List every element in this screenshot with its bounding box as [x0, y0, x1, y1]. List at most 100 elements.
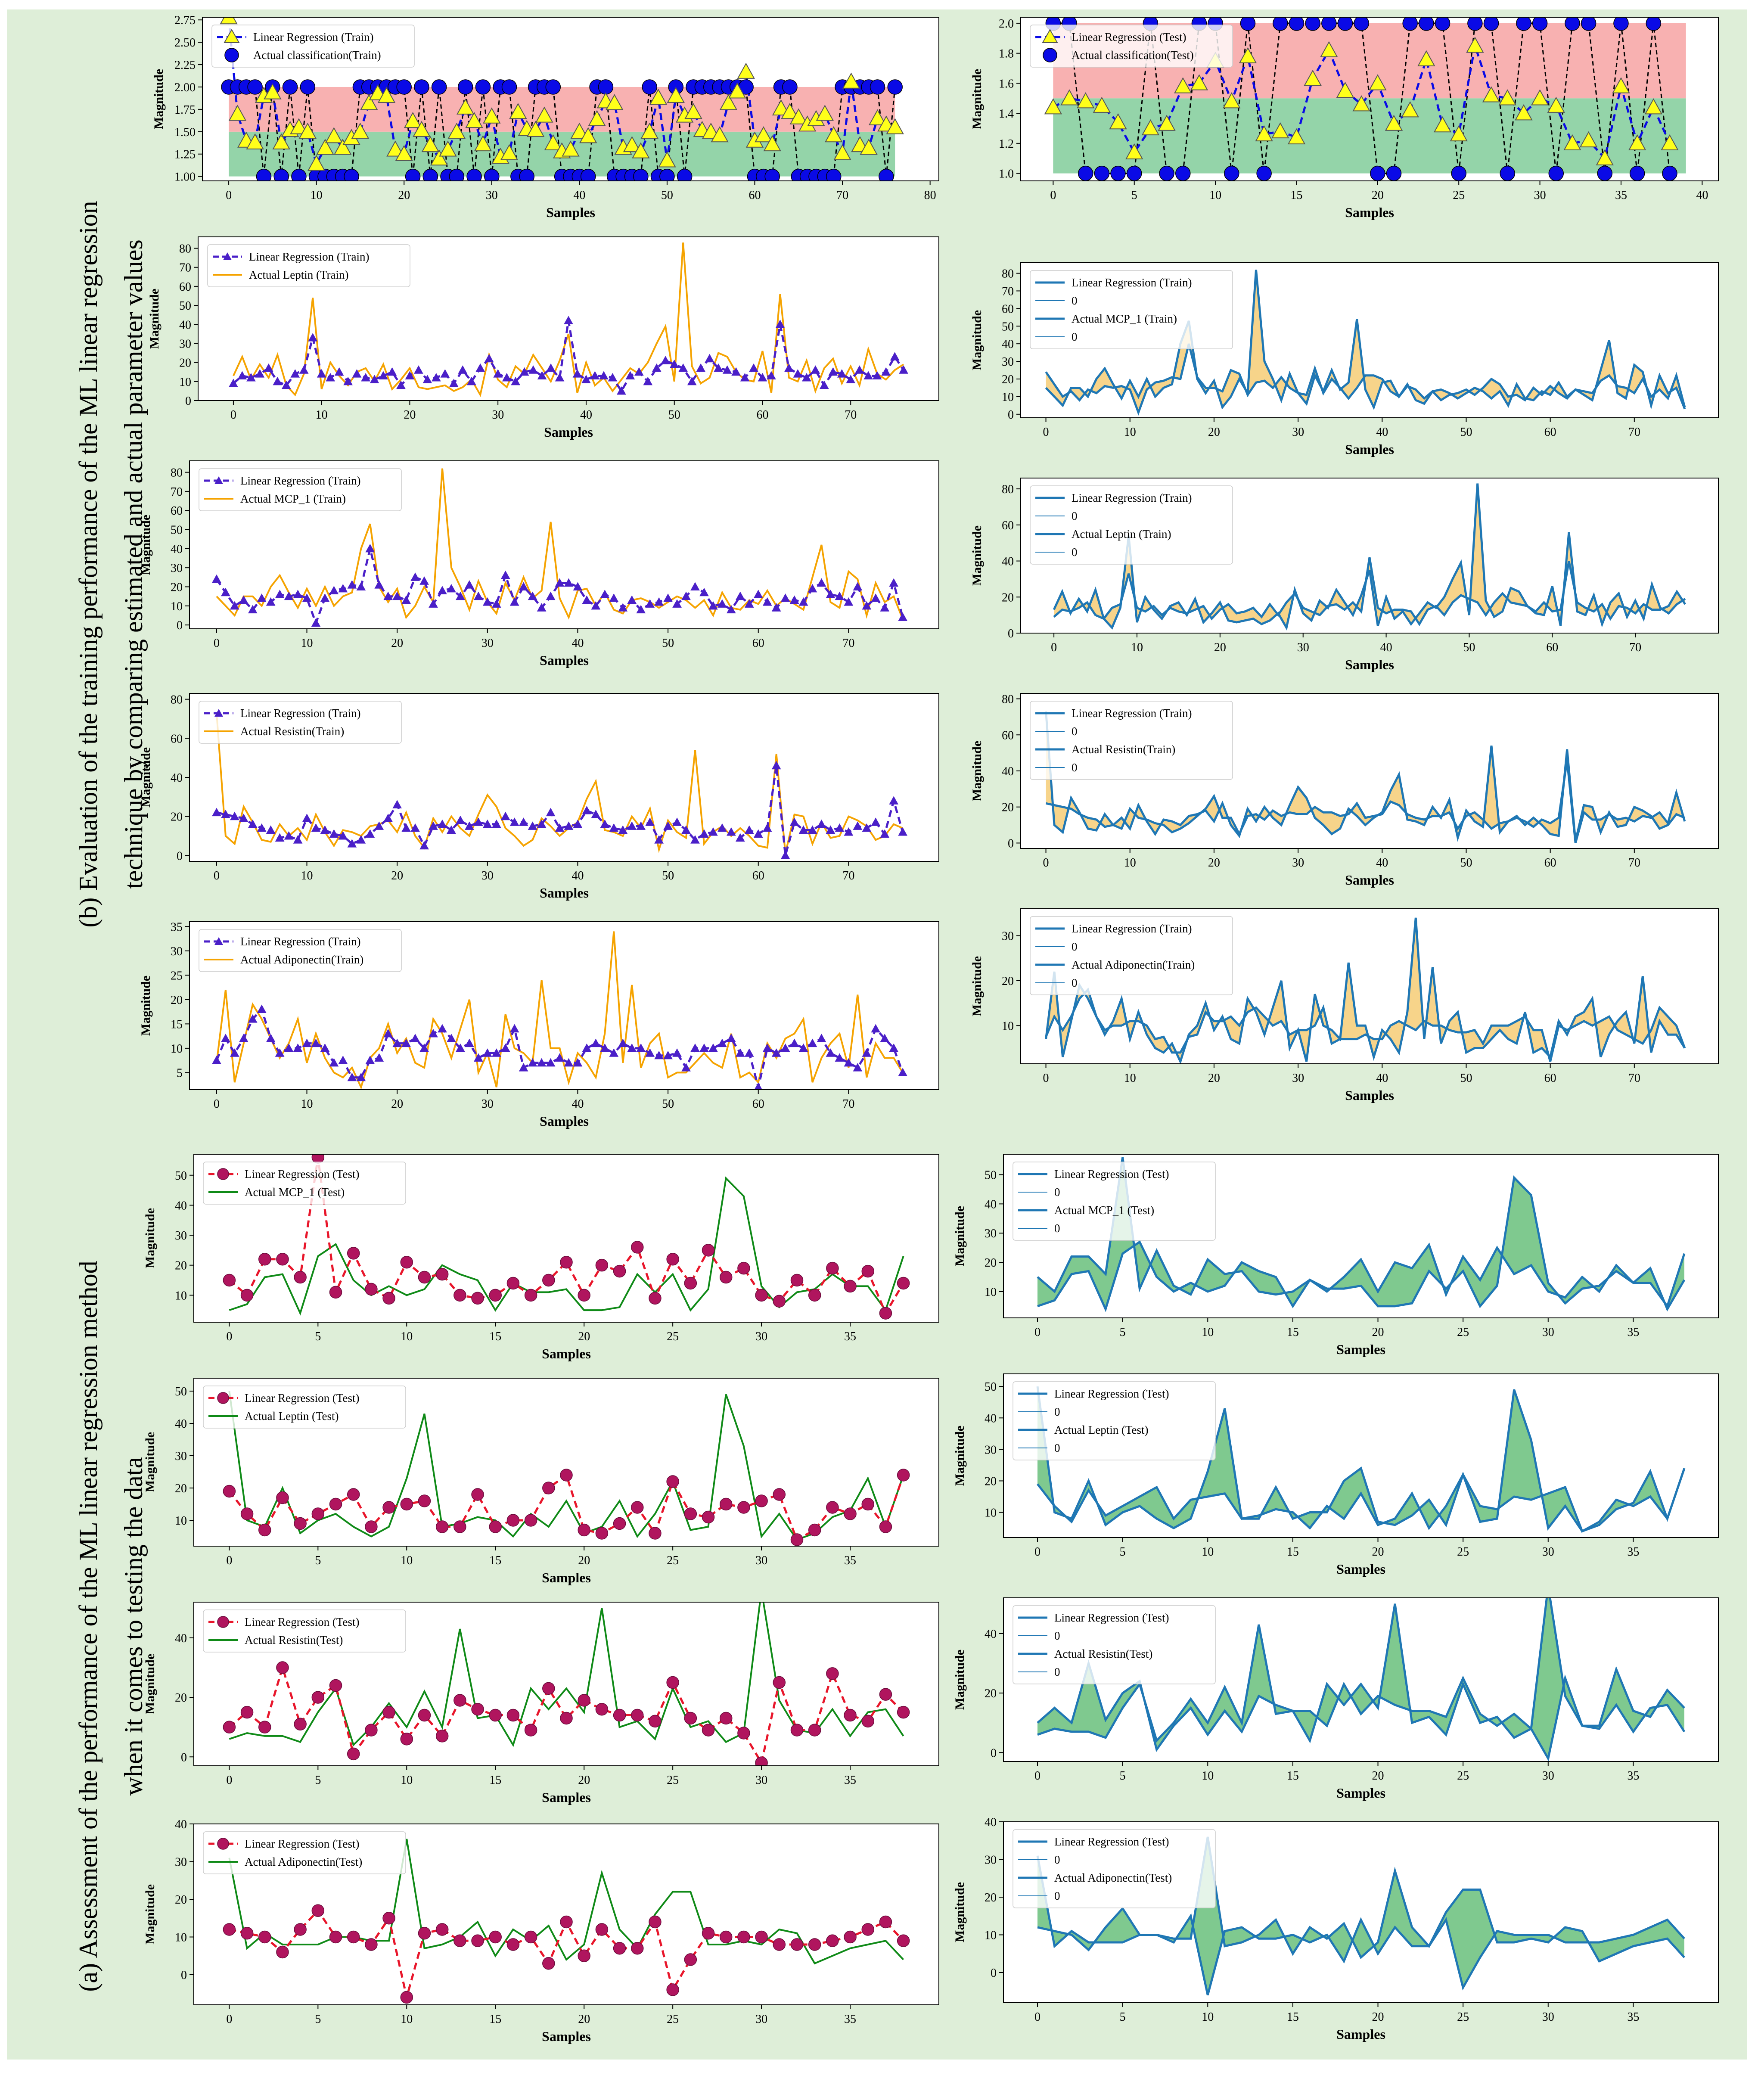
predicted-point	[311, 1038, 321, 1047]
section-a-label-line1: (a) Assessment of the performance of the…	[74, 1261, 102, 1992]
predicted-point	[714, 363, 723, 372]
predicted-point	[835, 1053, 845, 1062]
y-axis-label: Magnitude	[970, 525, 984, 586]
legend-box	[207, 244, 410, 287]
predicted-point	[643, 376, 653, 385]
actual-point	[422, 168, 438, 181]
x-axis-label: Samples	[540, 652, 589, 668]
x-tick-label: 0	[214, 869, 220, 882]
predicted-point	[719, 94, 738, 110]
predicted-point	[429, 1028, 438, 1038]
predicted-point	[473, 1053, 483, 1062]
predicted-point	[1547, 96, 1565, 113]
x-tick-label: 30	[486, 189, 498, 202]
x-tick-label: 35	[1627, 1326, 1639, 1339]
predicted-point	[1287, 128, 1306, 145]
predicted-point	[844, 1930, 857, 1944]
actual-point	[519, 168, 534, 181]
predicted-point	[711, 126, 729, 143]
predicted-point	[636, 821, 646, 830]
predicted-point	[702, 1724, 715, 1737]
predicted-point	[699, 587, 709, 596]
x-tick-label: 10	[401, 1554, 413, 1567]
y-tick-label: 0	[177, 619, 183, 632]
predicted-point	[500, 144, 519, 160]
x-tick-label: 30	[755, 1554, 767, 1567]
predicted-point	[519, 582, 528, 590]
predicted-point	[542, 1682, 555, 1695]
chart-leptin-train-fill: 0 10 20 30 40 50 60 70 0 20 40 60 80 Samples Magnitude…	[970, 478, 1719, 672]
predicted-point	[828, 367, 838, 376]
x-tick-label: 20	[391, 1097, 403, 1111]
predicted-point	[414, 365, 423, 374]
predicted-point	[1401, 101, 1419, 118]
predicted-point	[728, 82, 746, 99]
predicted-point	[290, 118, 308, 134]
y-tick-label: 1.0	[999, 168, 1014, 181]
predicted-point	[212, 808, 221, 817]
actual-point	[344, 168, 359, 181]
predicted-point	[842, 72, 860, 89]
x-tick-label: 25	[1457, 1769, 1469, 1783]
predicted-point	[465, 1038, 474, 1047]
plot-marks	[1045, 917, 1686, 1064]
predicted-point	[435, 1923, 449, 1936]
actual-point	[1386, 165, 1402, 181]
y-tick-label: 70	[171, 485, 183, 499]
predicted-point	[264, 363, 273, 372]
predicted-point	[491, 599, 501, 608]
y-tick-label: 30	[985, 1443, 997, 1457]
predicted-point	[853, 1063, 863, 1072]
y-tick-label: 20	[175, 1259, 187, 1273]
fill-between-area	[1046, 917, 1685, 1062]
x-tick-label: 70	[845, 408, 857, 422]
actual-point	[1467, 17, 1483, 31]
predicted-point	[854, 365, 864, 374]
x-tick-label: 15	[489, 1554, 501, 1567]
predicted-point	[772, 99, 790, 116]
predicted-point	[284, 591, 294, 600]
actual-point	[466, 168, 482, 181]
actual-point	[1402, 17, 1418, 31]
plot-marks	[1044, 17, 1679, 181]
actual-point	[256, 168, 272, 181]
x-tick-label: 10	[1124, 1072, 1136, 1085]
predicted-point	[422, 375, 432, 383]
predicted-point	[767, 371, 776, 380]
legend-label: Actual Adiponectin(Test)	[1054, 1871, 1172, 1884]
predicted-point	[1482, 86, 1500, 103]
x-tick-label: 50	[661, 189, 673, 202]
chart-leptin-test: 0 5 10 15 20 25 30 35 10 20 30 40 50 Samples Magnitude…	[143, 1378, 939, 1585]
predicted-point	[308, 333, 318, 342]
x-tick-label: 40	[1376, 856, 1388, 870]
chart-adiponectin-test: 0 5 10 15 20 25 30 35 0 10 20 30 40 Samples Magnitude L…	[143, 1820, 939, 2044]
y-tick-label: 1.4	[999, 107, 1014, 121]
predicted-point	[654, 835, 664, 844]
predicted-point	[257, 1004, 267, 1013]
legend-label: Actual Leptin (Train)	[249, 268, 348, 281]
predicted-point	[465, 112, 483, 128]
actual-point	[580, 168, 596, 181]
predicted-point	[316, 139, 334, 155]
x-tick-label: 30	[1542, 1769, 1554, 1783]
x-tick-label: 10	[311, 189, 323, 202]
predicted-point	[879, 1307, 892, 1320]
y-tick-label: 20	[175, 1893, 187, 1907]
y-tick-label: 10	[985, 1286, 997, 1299]
predicted-point	[681, 1063, 691, 1072]
predicted-point	[352, 369, 362, 378]
y-tick-label: 30	[985, 1227, 997, 1240]
predicted-point	[879, 1520, 892, 1533]
y-tick-label: 10	[175, 1931, 187, 1945]
predicted-point	[347, 1930, 360, 1944]
predicted-point	[808, 1523, 821, 1537]
actual-line	[1053, 483, 1686, 631]
predicted-point	[392, 1038, 402, 1047]
predicted-point	[755, 1494, 768, 1507]
predicted-point	[347, 1072, 357, 1081]
predicted-point	[835, 823, 845, 832]
predicted-point	[293, 1043, 303, 1052]
predicted-point	[511, 376, 520, 385]
predicted-point	[687, 376, 697, 385]
